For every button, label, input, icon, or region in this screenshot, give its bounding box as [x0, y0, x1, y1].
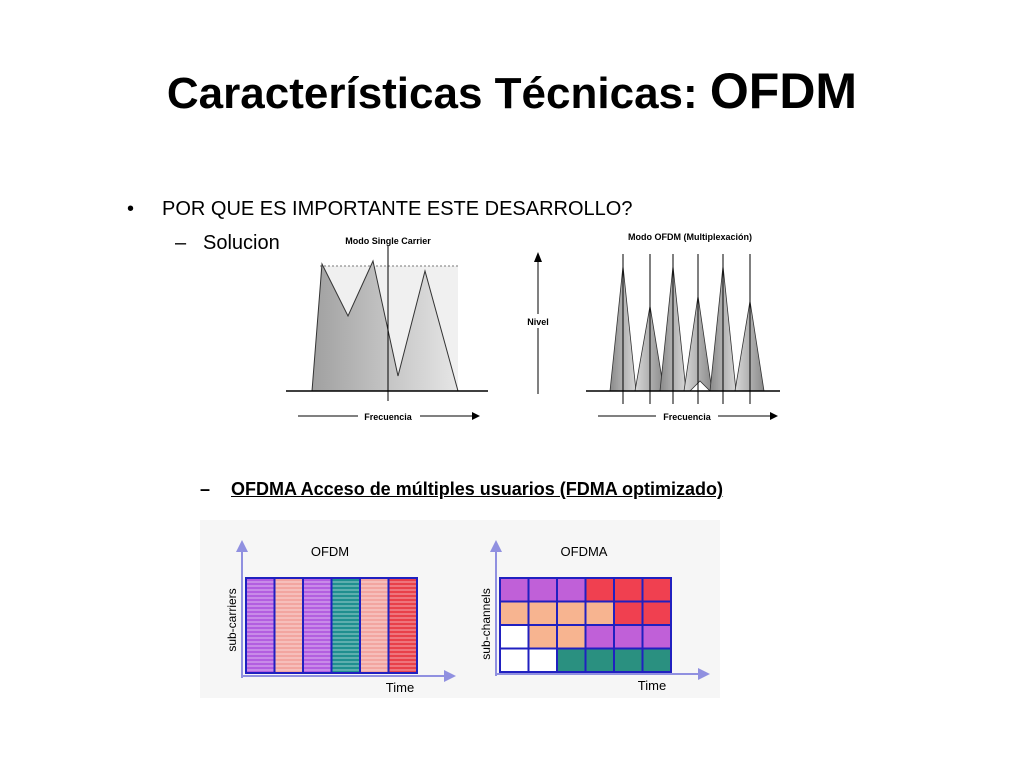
- ofdm-subcarriers: [609, 265, 765, 392]
- ofdma-bullet-text: OFDMA Acceso de múltiples usuarios (FDMA…: [231, 479, 724, 499]
- ofdma-cell-r1-c4: [584, 577, 615, 603]
- sub-bullet-text: Solucion: [203, 232, 280, 254]
- ofdm-column-6: [387, 577, 418, 674]
- ofdma-bullet-marker: –: [200, 479, 211, 499]
- ofdm-column-2: [273, 577, 304, 674]
- ofdma-cell-r2-c2: [527, 600, 558, 626]
- ofdma-cell-r2-c1: [499, 600, 530, 626]
- ofdma-cell-r4-c4: [584, 647, 615, 673]
- ofdma-grid-title: OFDMA: [561, 544, 608, 559]
- ofdma-cell-r3-c6: [641, 624, 672, 650]
- sub-bullet-marker: –: [175, 232, 187, 254]
- ofdm-ylabel: sub-carriers: [225, 588, 239, 651]
- freq-label-left: Frecuencia: [364, 412, 413, 422]
- spectrum-figure: Modo Single Carrier Frecuencia Nivel Mod…: [286, 232, 780, 422]
- ofdma-cell-r4-c5: [613, 647, 644, 673]
- ofdm-columns: [245, 577, 418, 674]
- single-carrier-spectrum: [311, 259, 459, 392]
- ofdm-xlabel: Time: [386, 680, 414, 695]
- ofdma-y-arrow: [490, 540, 502, 552]
- ofdma-cell-r1-c5: [613, 577, 644, 603]
- ofdma-cell-r3-c4: [584, 624, 615, 650]
- ofdm-column-4: [330, 577, 361, 674]
- ofdma-cell-r1-c2: [527, 577, 558, 603]
- single-carrier-title: Modo Single Carrier: [345, 236, 431, 246]
- ofdma-cell-r4-c6: [641, 647, 672, 673]
- ofdma-cell-r2-c4: [584, 600, 615, 626]
- ofdm-spectrum-title: Modo OFDM (Multiplexación): [628, 232, 752, 242]
- ofdm-grid-title: OFDM: [311, 544, 349, 559]
- ofdma-cell-r1-c1: [499, 577, 530, 603]
- ofdma-cell-r2-c6: [641, 600, 672, 626]
- resource-grid-figure: OFDM sub-carriers Time OFDMA sub-channel…: [200, 520, 720, 698]
- bullet-marker: •: [127, 198, 135, 220]
- ofdma-cell-r1-c6: [641, 577, 672, 603]
- ofdma-cell-r3-c1: [499, 624, 530, 650]
- slide-title: Características Técnicas: OFDM: [0, 62, 1024, 120]
- ofdma-cell-r3-c5: [613, 624, 644, 650]
- ofdm-column-5: [359, 577, 390, 674]
- freq-arrow-right: [770, 412, 778, 420]
- ofdma-ylabel: sub-channels: [479, 588, 493, 659]
- ofdma-cells: [499, 577, 672, 673]
- ofdm-column-3: [302, 577, 333, 674]
- nivel-label: Nivel: [527, 317, 549, 327]
- ofdma-cell-r2-c3: [556, 600, 587, 626]
- ofdm-column-1: [245, 577, 276, 674]
- ofdma-cell-r3-c2: [527, 624, 558, 650]
- freq-label-right: Frecuencia: [663, 412, 712, 422]
- ofdma-cell-r4-c2: [527, 647, 558, 673]
- ofdma-x-arrow: [698, 668, 710, 680]
- nivel-arrow: [534, 252, 542, 262]
- ofdm-carrier-lines: [622, 254, 751, 404]
- ofdm-x-arrow: [444, 670, 456, 682]
- ofdma-cell-r2-c5: [613, 600, 644, 626]
- ofdma-xlabel: Time: [638, 678, 666, 693]
- title-part2: OFDM: [709, 63, 858, 119]
- ofdm-y-arrow: [236, 540, 248, 552]
- freq-arrow-left: [472, 412, 480, 420]
- bullet-text: POR QUE ES IMPORTANTE ESTE DESARROLLO?: [162, 198, 633, 220]
- ofdma-cell-r3-c3: [556, 624, 587, 650]
- ofdma-cell-r1-c3: [556, 577, 587, 603]
- title-part1: Características Técnicas:: [166, 69, 710, 118]
- ofdma-cell-r4-c3: [556, 647, 587, 673]
- ofdma-cell-r4-c1: [499, 647, 530, 673]
